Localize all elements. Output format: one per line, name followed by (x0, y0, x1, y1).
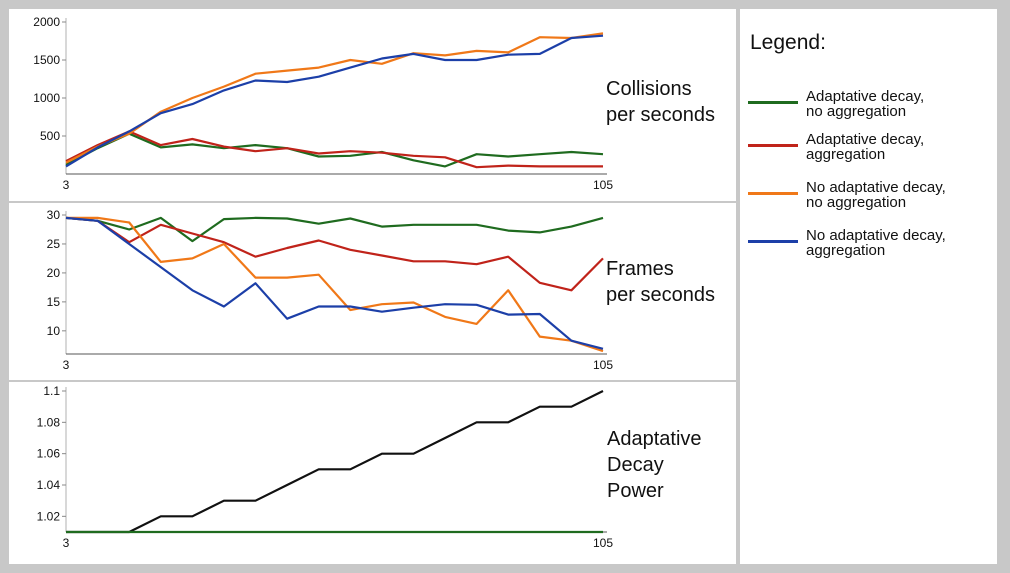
x-tick-label: 105 (593, 358, 613, 372)
series-line-adaptative-decay-no-aggregation (65, 132, 604, 168)
legend-swatch (748, 101, 798, 104)
decay-power-chart-title: Adaptative Decay Power (607, 426, 702, 504)
chart-title-line: Power (607, 480, 664, 502)
y-tick-label: 1.08 (37, 415, 61, 429)
legend-item: Adaptative decay, aggregation (748, 132, 993, 172)
collisions-chart: 500 1000 1500 2000 3 105 (33, 15, 613, 192)
legend-panel: Legend: Adaptative decay, no aggregation… (740, 9, 997, 564)
x-tick-label: 3 (63, 358, 70, 372)
chart-title-line: per seconds (606, 104, 715, 126)
series-line-adaptative-decay-no-aggregation (65, 216, 604, 243)
legend-title: Legend: (750, 31, 826, 54)
legend-swatch (748, 192, 798, 195)
y-tick-label: 1.02 (37, 509, 61, 523)
legend-label-line: no aggregation (806, 194, 907, 211)
y-tick-label: 25 (47, 237, 61, 251)
decay-power-chart-panel: 1.02 1.04 1.06 1.08 1.1 3 105 Adaptative Decay… (9, 382, 736, 564)
legend-label-line: aggregation (806, 146, 886, 163)
legend-item: No adaptative decay, no aggregation (748, 180, 993, 220)
x-tick-label: 105 (593, 178, 613, 192)
y-tick-label: 10 (47, 324, 61, 338)
decay-power-chart: 1.02 1.04 1.06 1.08 1.1 3 105 (37, 384, 614, 550)
legend-label-line: No adaptative decay, (806, 179, 946, 196)
series-line-no-adaptative-decay-no-aggregation (65, 32, 604, 164)
series-line-no-adaptative-decay-no-aggregation (66, 216, 604, 353)
legend-label-line: no aggregation (806, 103, 907, 120)
legend-item: No adaptative decay, aggregation (748, 228, 993, 268)
y-tick-label: 2000 (33, 15, 60, 29)
chart-title-line: Adaptative (607, 428, 702, 450)
collisions-chart-panel: 500 1000 1500 2000 3 105 Collisions per secon… (9, 9, 736, 201)
legend-label: No adaptative decay, aggregation (806, 228, 946, 258)
collisions-chart-title: Collisions per seconds (606, 76, 715, 128)
legend-item: Adaptative decay, no aggregation (748, 89, 993, 129)
series-line-adaptative-decay-aggregation (65, 216, 604, 292)
y-tick-label: 500 (40, 129, 60, 143)
y-tick-label: 20 (47, 266, 61, 280)
y-tick-label: 30 (47, 208, 61, 222)
series-line-adaptative-decay-aggregation (65, 130, 603, 169)
x-tick-label: 105 (593, 536, 613, 550)
legend-swatch (748, 144, 798, 147)
chart-title-line: per seconds (606, 284, 715, 306)
legend-swatch (748, 240, 798, 243)
series-line-adaptative-decay-aggregation (66, 390, 604, 534)
y-tick-label: 1.04 (37, 478, 61, 492)
x-tick-label: 3 (63, 178, 70, 192)
y-tick-label: 1.1 (43, 384, 60, 398)
series-line-no-adaptative-decay-aggregation (65, 216, 604, 350)
legend-label-line: No adaptative decay, (806, 227, 946, 244)
fps-chart-panel: 10 15 20 25 30 3 105 Frames per seconds (9, 203, 736, 380)
legend-label: Adaptative decay, no aggregation (806, 89, 924, 119)
fps-chart-title: Frames per seconds (606, 256, 715, 308)
legend-label-line: Adaptative decay, (806, 88, 925, 105)
chart-title-line: Frames (606, 258, 674, 280)
chart-title-line: Decay (607, 454, 664, 476)
legend-label: No adaptative decay, no aggregation (806, 180, 946, 210)
y-tick-label: 1.06 (37, 447, 61, 461)
legend-label-line: aggregation (806, 242, 886, 259)
y-tick-label: 1000 (33, 91, 60, 105)
x-tick-label: 3 (63, 536, 70, 550)
fps-chart: 10 15 20 25 30 3 105 (47, 208, 614, 372)
y-tick-label: 1500 (33, 53, 60, 67)
legend-label-line: Adaptative decay, (806, 131, 925, 148)
series-line-no-adaptative-decay-aggregation (65, 34, 604, 168)
chart-title-line: Collisions (606, 78, 692, 100)
legend-label: Adaptative decay, aggregation (806, 132, 924, 162)
y-tick-label: 15 (47, 295, 61, 309)
